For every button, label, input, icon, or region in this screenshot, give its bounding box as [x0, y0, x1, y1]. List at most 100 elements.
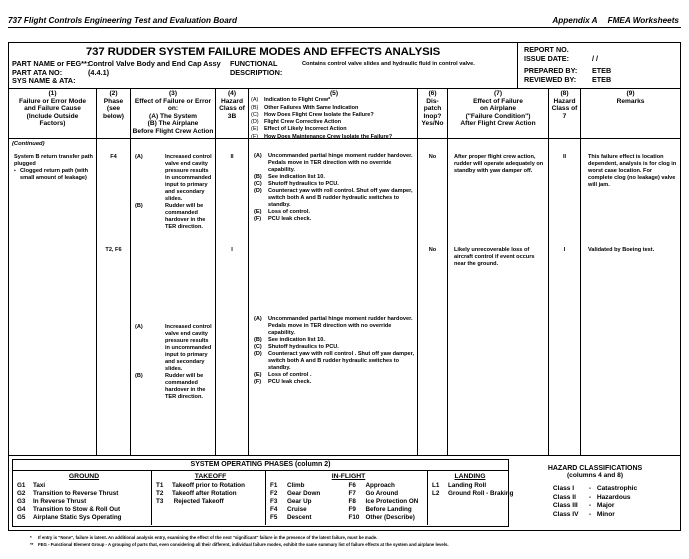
prepared-by-value: ETEB: [592, 66, 612, 75]
row-1-crew-f-text: PCU leak check.: [268, 216, 312, 222]
column-header-6: (6) Dis- patch Inop? Yes/No: [418, 89, 448, 138]
column-title-2-line1: Phase: [103, 97, 124, 105]
body-column-phase: F4 T2, F6: [97, 139, 131, 455]
phase-key-f3: F3: [270, 498, 278, 505]
column-title-3-line1: Effect of Failure or Error: [134, 97, 212, 105]
column-5-item-a: (A) Indication to Flight Crew*: [251, 97, 417, 104]
row-2-crew-b: (B) See indication list 10.: [254, 337, 415, 344]
row-2-effect-b-tag: (B): [135, 373, 143, 379]
issue-date-row: ISSUE DATE: / /: [524, 54, 680, 63]
hazard-class-3-desc: Major: [596, 502, 615, 510]
column-number-9: (9): [626, 90, 635, 97]
hazard-class-2: Class II - Hazardous: [553, 494, 637, 503]
row-2-hazard-7: I: [563, 247, 566, 253]
column-header-5: (5) (A) Indication to Flight Crew* (B) Oth…: [249, 89, 418, 138]
column-title-7-line4: After Flight Crew Action: [460, 120, 536, 128]
row-2-crew-d-tag: (D): [254, 351, 262, 357]
phase-item-f9: F9 Before Landing: [349, 506, 428, 514]
column-title-6-line2: patch: [423, 105, 442, 113]
phases-columns: GROUND G1 Taxi G2 Transition to Reverse Th…: [13, 470, 513, 525]
phases-landing-heading: LANDING: [454, 472, 486, 480]
hazard-class-4-desc: Minor: [596, 510, 615, 518]
phase-item-f8: F8 Ice Protection ON: [349, 498, 428, 506]
phase-key-f5: F5: [270, 514, 278, 521]
phases-inflight-columns: F1 Climb F2 Gear Down F3 Gear Up F4 Cruise F…: [270, 482, 427, 522]
phase-item-l2: L2 Ground Roll - Braking: [432, 490, 513, 498]
phase-item-f4: F4 Cruise: [270, 506, 349, 514]
body-column-hazard-3b: II I: [216, 139, 249, 455]
column-5-text-e: Effect of Likely Incorrect Action: [264, 126, 347, 133]
column-5-tag-c: (C): [251, 111, 259, 118]
phase-item-l1: L1 Landing Roll: [432, 482, 508, 490]
row-1-crew-items: (A) Uncommanded partial hinge moment rudd…: [252, 153, 417, 223]
hazard-class-4-dash: -: [588, 510, 592, 518]
column-title-8-line3: 7: [562, 112, 567, 120]
phase-item-g5: G5 Airplane Static Sys Operating: [17, 514, 151, 522]
phase-key-l2: L2: [432, 490, 440, 497]
body-column-remarks: This failure effect is location dependen…: [581, 139, 680, 455]
report-no-label: REPORT NO.: [524, 45, 569, 54]
column-5-text-a: Indication to Flight Crew*: [264, 97, 331, 104]
hazard-class-2-dash: -: [588, 493, 592, 501]
phases-inflight-left: F1 Climb F2 Gear Down F3 Gear Up F4 Cruise F…: [270, 482, 349, 522]
hazard-class-3: Class III - Major: [553, 502, 637, 511]
column-title-8-line2: Class of: [551, 105, 578, 113]
row-1-effect-after: After proper flight crew action, rudder …: [454, 154, 544, 174]
phase-item-f10: F10 Other (Describe): [349, 514, 428, 522]
column-title-3-line2: on:: [167, 105, 179, 113]
page-header-doctype: FMEA Worksheets: [607, 16, 679, 25]
row-1-effect-a-tag: (A): [135, 154, 143, 160]
phase-key-f1: F1: [270, 482, 278, 489]
row-2-effect-b: (B) Rudder will be commanded hardover in…: [135, 373, 214, 401]
row-1-crew-e-text: Loss of control.: [268, 209, 310, 215]
prepared-by-label: PREPARED BY:: [524, 66, 578, 75]
row-1-crew-c: (C) Shutoff hydraulics to PCU.: [254, 181, 415, 188]
column-title-4-line2: Class of: [219, 105, 245, 113]
row-1-crew-f-tag: (F): [254, 216, 262, 222]
footnotes: * If entry is "None", failure is latent.…: [30, 535, 680, 548]
hazard-class-3-name: Class III: [552, 502, 578, 510]
column-title-1-line1: Failure or Error Mode: [18, 97, 87, 105]
column-title-1-line4: Factors): [39, 120, 66, 128]
row-1-crew-c-tag: (C): [254, 181, 262, 187]
row-2-remarks: Validated by Boeing test.: [588, 247, 655, 253]
row-1-effect-b-tag: (B): [135, 203, 143, 209]
footnote-2-text: FEG - Functional Element Group - A group…: [38, 541, 449, 547]
footnote-1-marker: *: [30, 535, 32, 540]
phase-item-g1: G1 Taxi: [17, 482, 151, 490]
column-title-3-line3: (A) The System: [149, 112, 197, 120]
column-5-item-f: (F) How Does Maintenance Crew Isolate the…: [251, 134, 417, 138]
phase-key-g5: G5: [17, 514, 26, 521]
row-1-crew-a: (A) Uncommanded partial hinge moment rudd…: [254, 153, 415, 174]
column-header-4: (4) Hazard Class of 3B: [216, 89, 249, 138]
row-2-crew-e: (E) Loss of control .: [254, 372, 415, 379]
row-1-effect-b: (B) Rudder will be commanded hardover in…: [135, 203, 214, 231]
column-5-tag-e: (E): [251, 126, 259, 133]
row-1-crew-d-text: Counteract yaw with roll control. Shut o…: [268, 188, 413, 208]
phase-value-f10: Other (Describe): [365, 514, 415, 521]
phase-item-f7: F7 Go Around: [349, 490, 428, 498]
part-name-value: Control Valve Body and End Cap Assy: [88, 59, 221, 68]
hazard-class-1: Class I - Catastrophic: [553, 485, 637, 494]
phase-value-t2: Takeoff after Rotation: [172, 490, 237, 497]
functional-label-line2: DESCRIPTION:: [230, 67, 283, 77]
functional-label-line1: FUNCTIONAL: [230, 59, 278, 68]
body-column-failure-mode: (Continued) System B return transfer pat…: [9, 139, 97, 455]
row-2-crew-d-text: Counteract yaw with roll control . Shut …: [268, 351, 415, 371]
phase-key-f8: F8: [348, 498, 356, 505]
row-2-crew-b-tag: (B): [254, 337, 262, 343]
row-1-failure-title: System B return transfer path plugged: [14, 154, 93, 167]
hazard-class-1-dash: -: [588, 485, 592, 492]
column-number-3: (3): [168, 90, 178, 97]
sys-name-label: SYS NAME & ATA:: [12, 76, 76, 86]
column-5-tag-b: (B): [251, 104, 259, 111]
part-name-label: PART NAME or FEG**:: [12, 59, 90, 68]
column-title-2-line3: below): [103, 112, 124, 120]
column-title-2-line2: (see: [106, 105, 121, 113]
reviewed-by-label: REVIEWED BY:: [524, 75, 577, 84]
issue-date-label: ISSUE DATE:: [524, 54, 569, 63]
phase-value-g1: Taxi: [33, 482, 46, 489]
phases-title: SYSTEM OPERATING PHASES (column 2): [13, 460, 508, 471]
part-info: PART NAME or FEG**: Control Valve Body a…: [9, 59, 517, 86]
phase-value-f2: Gear Down: [287, 490, 321, 497]
